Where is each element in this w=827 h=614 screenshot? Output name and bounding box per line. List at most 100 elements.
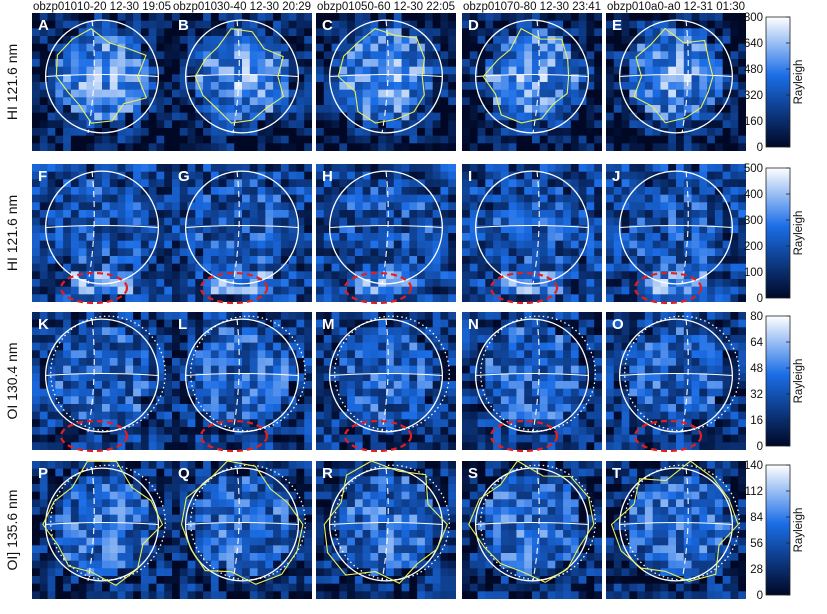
colorbar-unit-label: Rayleigh (793, 508, 805, 553)
pixel-grid (172, 461, 312, 599)
colorbar-tick-label: 500 (744, 163, 763, 175)
equator-line (475, 521, 589, 525)
pixel-grid (462, 164, 602, 302)
intensity-contour (180, 460, 304, 585)
colorbar-tick-label: 480 (744, 64, 763, 76)
aurora-ellipse (489, 419, 559, 453)
colorbar-tick-label: 640 (744, 38, 763, 50)
equator-line (619, 372, 733, 376)
map-panel-E: E (606, 13, 746, 151)
dotted-limb-circle (480, 315, 596, 432)
map-panel-J: J (606, 164, 746, 305)
intensity-contour (337, 27, 425, 124)
panel-letter: K (38, 316, 49, 333)
equator-line (45, 372, 159, 376)
central-meridian-dashed (681, 20, 689, 133)
central-meridian-dashed (232, 319, 240, 432)
pixel-grid (606, 13, 746, 151)
dotted-limb-circle (50, 315, 166, 432)
panel-letter: E (612, 17, 622, 34)
central-meridian-dashed (532, 20, 540, 133)
pixel-grid (606, 461, 746, 599)
pixel-grid (32, 312, 172, 450)
equator-line (185, 73, 299, 77)
colorbar-gradient (765, 167, 791, 299)
panel-letter: A (38, 17, 49, 34)
colorbar-tick-label: 800 (744, 12, 763, 24)
map-panel-L: L (172, 312, 312, 453)
equator-line (329, 521, 443, 525)
equator-line (619, 521, 733, 525)
map-panel-G: G (172, 164, 312, 305)
row-labels: HI 121.6 nm HI 121.6 nm OI 130.4 nm OI] 135… (4, 44, 20, 571)
colorbar-gradient (765, 464, 791, 596)
colorbar: 0 28 56 84 112 140 Rayleigh (744, 460, 805, 602)
colorbar-tick-label: 112 (745, 486, 763, 498)
column-title: obzp010a0-a0 12-31 01:30 (607, 1, 745, 13)
panel-grid: A B C D E F G H I J K L M N O P Q R S T (32, 13, 746, 599)
panel-letter: C (322, 17, 333, 34)
colorbar-tick-label: 64 (750, 337, 763, 349)
pixel-grid (606, 312, 746, 450)
equator-line (619, 224, 733, 228)
central-meridian-dashed (381, 319, 389, 432)
map-panel-T: T (606, 460, 746, 599)
equator-line (475, 73, 589, 77)
intensity-contour (323, 460, 448, 584)
colorbar-tick-label: 80 (750, 311, 763, 323)
dotted-limb-circle (334, 464, 450, 581)
colorbar-tick-label: 28 (750, 564, 763, 576)
map-panel-R: R (316, 460, 456, 599)
panel-letter: B (178, 17, 189, 34)
central-meridian-dashed (532, 468, 540, 581)
map-panel-I: I (462, 164, 602, 305)
colorbar-tick-label: 300 (744, 215, 763, 227)
map-panel-H: H (316, 164, 456, 305)
pixel-grid (172, 13, 312, 151)
central-meridian-dashed (232, 468, 240, 581)
panel-letter: S (468, 465, 478, 482)
dotted-limb-circle (624, 315, 740, 432)
map-panel-F: F (32, 164, 172, 305)
colorbars: 0160320480640800Rayleigh0100200300400500… (744, 12, 805, 602)
equator-line (329, 73, 443, 77)
central-meridian-dashed (87, 171, 95, 284)
panel-letter: G (178, 168, 190, 185)
colorbar-tick-label: 200 (744, 241, 763, 253)
pixel-grid (32, 461, 172, 599)
equator-line (475, 372, 589, 376)
pixel-grid (316, 13, 456, 151)
colorbar-tick-label: 100 (744, 267, 763, 279)
colorbar-tick-label: 48 (750, 363, 763, 375)
colorbar-tick-label: 0 (757, 142, 763, 154)
pixel-grid (32, 13, 172, 151)
central-meridian-dashed (532, 319, 540, 432)
row-label: HI 121.6 nm (4, 44, 20, 120)
panel-letter: N (468, 316, 479, 333)
dotted-limb-circle (50, 464, 166, 581)
map-panel-S: S (462, 460, 602, 599)
central-meridian-dashed (87, 319, 95, 432)
colorbar-tick-label: 0 (757, 293, 763, 305)
panel-letter: D (468, 17, 479, 34)
colorbar-tick-label: 84 (750, 512, 763, 524)
panel-letter: T (612, 465, 621, 482)
panel-letter: P (38, 465, 48, 482)
colorbar-unit-label: Rayleigh (793, 60, 805, 105)
pixel-grid (462, 461, 602, 599)
dotted-limb-circle (190, 464, 306, 581)
intensity-contour (42, 460, 164, 586)
aurora-ellipse (199, 271, 269, 305)
dotted-limb-circle (624, 464, 740, 581)
aurora-ellipse (59, 271, 129, 305)
equator-line (185, 521, 299, 525)
row-label: OI 130.4 nm (4, 342, 20, 419)
aurora-ellipse (633, 271, 703, 305)
equator-line (329, 372, 443, 376)
colorbar-tick-label: 16 (750, 415, 763, 427)
equator-line (185, 224, 299, 228)
equator-line (45, 521, 159, 525)
panel-letter: I (468, 168, 472, 185)
equator-line (185, 372, 299, 376)
map-panel-B: B (172, 13, 312, 151)
